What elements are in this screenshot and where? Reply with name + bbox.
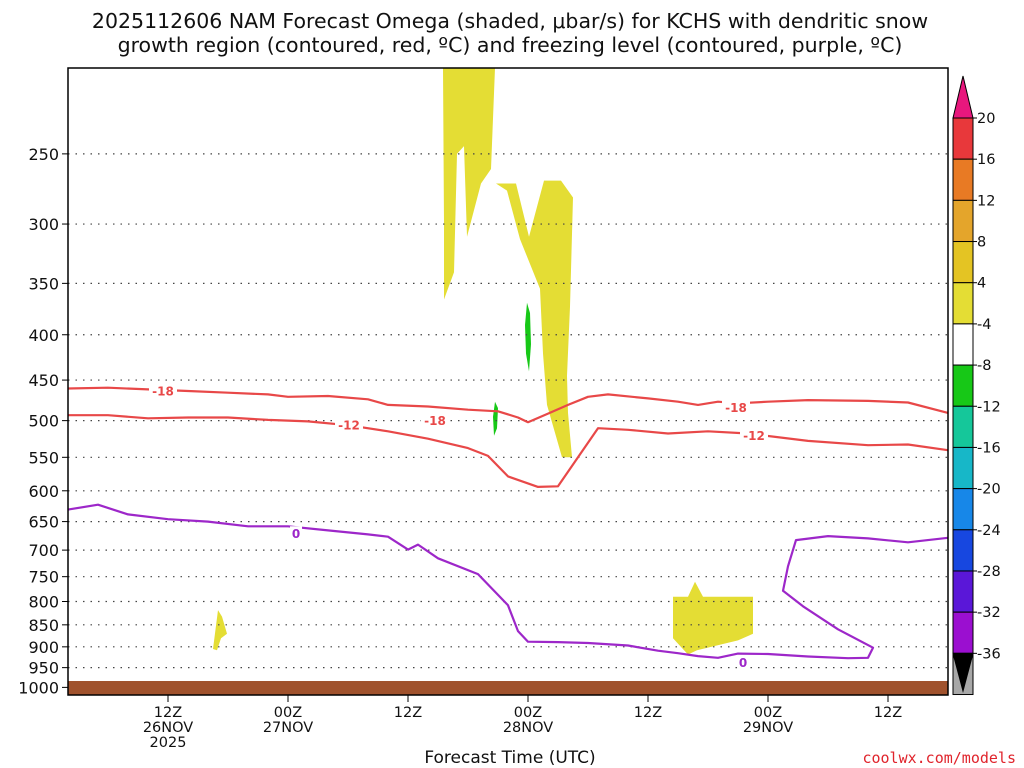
colorbar-label-3: 8 xyxy=(977,235,986,251)
colorbar-label-9: -20 xyxy=(977,482,1001,498)
y-tick-label-350: 350 xyxy=(28,274,59,293)
x-tick-label-54-0: 12Z xyxy=(634,705,662,721)
colorbar-label-13: -36 xyxy=(977,646,1001,662)
y-tick-label-500: 500 xyxy=(28,412,59,431)
y-tick-label-750: 750 xyxy=(28,568,59,587)
y-tick-label-600: 600 xyxy=(28,482,59,501)
plot-area: -18 -18 -18 -12 -12 0 0 xyxy=(67,67,949,696)
colorbar-label-5: -4 xyxy=(977,317,991,333)
x-tick-label-42-0: 00Z xyxy=(514,705,542,721)
x-tick-label-6-2: 2025 xyxy=(150,735,187,751)
credit-text: coolwx.com/models xyxy=(862,749,1016,767)
colorbar-swatch-3 xyxy=(952,199,974,243)
ground-strip xyxy=(68,681,948,695)
omega-shaded-region-3 xyxy=(213,610,227,651)
omega-shaded-region-2 xyxy=(673,581,753,655)
colorbar-swatch-8 xyxy=(952,405,974,448)
contour-label-bg-1-0 xyxy=(335,418,363,433)
contour-label-2-1: 0 xyxy=(739,656,747,670)
y-tick-label-450: 450 xyxy=(28,371,59,390)
colorbar-swatch-6 xyxy=(952,323,974,366)
contour-label-0-2: -18 xyxy=(725,401,747,415)
colorbar-swatch-13 xyxy=(952,611,974,654)
x-tick-label-18-1: 27NOV xyxy=(263,720,313,736)
colorbar-label-2: 12 xyxy=(977,193,995,209)
pressure-axis: 250 300 350 400 450 500 550 600 650 700 750 800 850 9… xyxy=(18,145,68,697)
colorbar-label-4: 4 xyxy=(977,276,986,292)
y-tick-label-950: 950 xyxy=(28,659,59,678)
colorbar-swatch-9 xyxy=(952,446,974,490)
colorbar: 20 16 12 8 4 -4 -8 -12 -16 -20 -24 -28 -32 -36 xyxy=(952,75,1001,696)
y-tick-label-400: 400 xyxy=(28,326,59,345)
y-tick-label-850: 850 xyxy=(28,616,59,635)
colorbar-top-arrow xyxy=(952,75,974,119)
y-tick-label-250: 250 xyxy=(28,145,59,164)
contour-label-2-0: 0 xyxy=(292,527,300,541)
colorbar-label-11: -28 xyxy=(977,564,1001,580)
colorbar-swatch-4 xyxy=(952,241,974,284)
plot-border xyxy=(67,67,949,696)
y-tick-label-300: 300 xyxy=(28,215,59,234)
colorbar-swatch-7 xyxy=(952,364,974,407)
y-tick-label-550: 550 xyxy=(28,448,59,467)
omega-shading-layer xyxy=(213,68,753,655)
x-tick-label-6-1: 26NOV xyxy=(143,720,193,736)
y-tick-label-900: 900 xyxy=(28,638,59,657)
contour-label-1-0: -12 xyxy=(338,419,360,433)
colorbar-label-10: -24 xyxy=(977,523,1001,539)
colorbar-bottom-arrow xyxy=(952,652,974,693)
colorbar-swatch-2 xyxy=(952,158,974,201)
y-tick-label-800: 800 xyxy=(28,593,59,612)
contour-label-0-1: -18 xyxy=(424,414,446,428)
chart-title-line-1: 2025112606 NAM Forecast Omega (shaded, μ… xyxy=(92,9,928,33)
x-tick-label-42-1: 28NOV xyxy=(503,720,553,736)
colorbar-label-8: -16 xyxy=(977,440,1001,456)
y-tick-label-650: 650 xyxy=(28,513,59,532)
contour-label-bg-0-0 xyxy=(149,384,177,399)
contour-label-bg-2-0 xyxy=(290,526,302,541)
colorbar-swatch-10 xyxy=(952,488,974,531)
isotherm-contours: -18 -18 -18 -12 -12 0 0 xyxy=(67,384,949,670)
contour-label-0-0: -18 xyxy=(152,385,174,399)
omega-shaded-region-1 xyxy=(496,180,573,458)
x-tick-label-6-0: 12Z xyxy=(154,705,182,721)
colorbar-label-0: 20 xyxy=(977,111,995,127)
colorbar-swatch-12 xyxy=(952,570,974,613)
omega-shaded-region-4 xyxy=(525,302,531,372)
contour-label-1-1: -12 xyxy=(743,429,765,443)
x-tick-label-78-0: 12Z xyxy=(874,705,902,721)
colorbar-swatch-5 xyxy=(952,282,974,325)
x-axis-title: Forecast Time (UTC) xyxy=(424,748,595,768)
contour-label-bg-0-1 xyxy=(421,413,449,428)
x-tick-label-18-0: 00Z xyxy=(274,705,302,721)
colorbar-label-1: 16 xyxy=(977,152,995,168)
omega-shaded-region-0 xyxy=(443,68,495,300)
colorbar-swatch-11 xyxy=(952,529,974,572)
colorbar-label-12: -32 xyxy=(977,605,1001,621)
y-tick-label-700: 700 xyxy=(28,541,59,560)
chart-title-line-2: growth region (contoured, red, ºC) and f… xyxy=(118,33,903,57)
contour-label-bg-1-1 xyxy=(740,428,768,443)
colorbar-label-7: -12 xyxy=(977,399,1001,415)
colorbar-label-6: -8 xyxy=(977,358,991,374)
ground-layer xyxy=(68,681,948,695)
x-tick-label-30-0: 12Z xyxy=(394,705,422,721)
y-tick-label-1000: 1000 xyxy=(18,678,59,697)
plot-background xyxy=(68,68,948,695)
x-tick-label-66-1: 29NOV xyxy=(743,720,793,736)
contour-label-bg-0-2 xyxy=(722,400,750,415)
x-tick-label-66-0: 00Z xyxy=(754,705,782,721)
colorbar-swatch-1 xyxy=(952,117,974,160)
contour-label-bg-2-1 xyxy=(737,655,749,670)
